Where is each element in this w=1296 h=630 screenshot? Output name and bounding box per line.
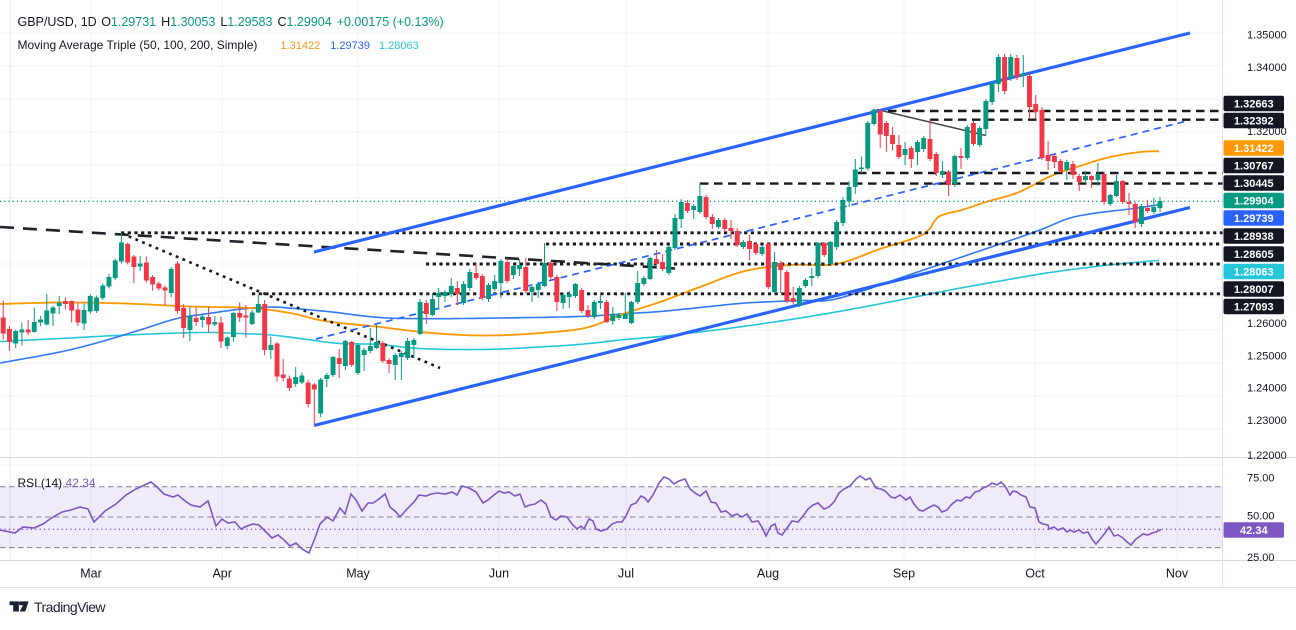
svg-text:1.34000: 1.34000 [1247, 62, 1287, 74]
svg-text:May: May [346, 567, 370, 581]
svg-text:Jun: Jun [489, 567, 509, 581]
svg-text:1.32663: 1.32663 [1234, 99, 1274, 111]
svg-text:1.29739: 1.29739 [1234, 213, 1274, 225]
svg-text:1.31422: 1.31422 [1234, 143, 1274, 155]
svg-text:1.30767: 1.30767 [1234, 161, 1274, 173]
svg-text:Apr: Apr [212, 567, 231, 581]
svg-text:75.00: 75.00 [1247, 473, 1275, 485]
svg-text:1.24000: 1.24000 [1247, 383, 1287, 395]
svg-text:Oct: Oct [1025, 567, 1045, 581]
svg-text:TradingView: TradingView [34, 599, 106, 615]
svg-text:1.28938: 1.28938 [1234, 231, 1274, 243]
svg-text:1.32392: 1.32392 [1234, 116, 1274, 128]
svg-text:1.28007: 1.28007 [1234, 284, 1274, 296]
svg-text:Sep: Sep [893, 567, 915, 581]
svg-text:1.25000: 1.25000 [1247, 351, 1287, 363]
svg-text:Nov: Nov [1166, 567, 1189, 581]
svg-text:Jul: Jul [618, 567, 634, 581]
svg-text:1.28063: 1.28063 [1234, 267, 1274, 279]
svg-text:1.35000: 1.35000 [1247, 30, 1287, 42]
svg-text:1.32000: 1.32000 [1247, 126, 1287, 138]
svg-text:1.22000: 1.22000 [1247, 450, 1287, 462]
svg-text:Moving Average Triple (50, 100: Moving Average Triple (50, 100, 200, Sim… [18, 38, 419, 52]
svg-text:Aug: Aug [757, 567, 779, 581]
svg-text:42.34: 42.34 [1240, 525, 1268, 537]
svg-text:1.30445: 1.30445 [1234, 178, 1274, 190]
svg-text:1.29904: 1.29904 [1234, 196, 1275, 208]
svg-text:Mar: Mar [80, 567, 102, 581]
svg-text:1.28605: 1.28605 [1234, 249, 1274, 261]
svg-text:RSI (14) 42.34: RSI (14) 42.34 [18, 476, 96, 490]
svg-text:50.00: 50.00 [1247, 511, 1275, 523]
svg-text:25.00: 25.00 [1247, 552, 1275, 564]
svg-text:1.23000: 1.23000 [1247, 415, 1287, 427]
svg-text:1.26000: 1.26000 [1247, 318, 1287, 330]
svg-text:1.27093: 1.27093 [1234, 302, 1274, 314]
